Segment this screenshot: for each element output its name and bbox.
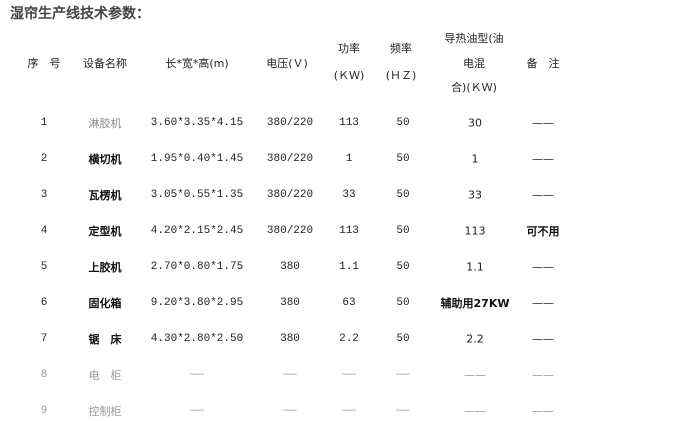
cell-name: 控制柜 xyxy=(88,405,122,418)
cell-remarks: —— xyxy=(532,116,554,130)
cell-remarks: —— xyxy=(532,368,554,382)
cell-voltage: —— xyxy=(283,369,297,381)
cell-freq: 50 xyxy=(396,117,410,129)
cell-remarks: —— xyxy=(532,260,554,274)
cell-freq: 50 xyxy=(396,333,410,345)
cell-remarks: —— xyxy=(532,332,554,346)
cell-power: —— xyxy=(342,369,356,381)
cell-name: 定型机 xyxy=(88,225,122,238)
header-freq-unit: (ＨＺ) xyxy=(385,69,417,82)
cell-voltage: 380/220 xyxy=(266,189,314,201)
header-power-unit: (ＫＷ) xyxy=(333,69,365,82)
cell-dims: 3.60*3.35*4.15 xyxy=(150,117,244,129)
cell-remarks: 可不用 xyxy=(526,225,560,238)
cell-seq: 6 xyxy=(40,297,48,309)
header-seq: 序 号 xyxy=(27,57,61,70)
cell-remarks: —— xyxy=(532,296,554,310)
header-name: 设备名称 xyxy=(83,57,127,70)
cell-dims: 3.05*0.55*1.35 xyxy=(150,189,244,201)
cell-dims: 1.95*0.40*1.45 xyxy=(150,153,244,165)
cell-dims: 2.70*0.80*1.75 xyxy=(150,261,244,273)
cell-remarks: —— xyxy=(532,404,554,418)
cell-power: 113 xyxy=(339,225,359,237)
header-oil-2: 电混 xyxy=(463,57,485,70)
cell-oil: 2.2 xyxy=(466,332,484,346)
cell-oil: 1.1 xyxy=(466,260,484,274)
cell-seq: 1 xyxy=(40,117,48,129)
cell-dims: —— xyxy=(190,369,204,381)
cell-power: 1.1 xyxy=(339,261,359,273)
cell-oil: 113 xyxy=(464,224,486,238)
cell-dims: 9.20*3.80*2.95 xyxy=(150,297,244,309)
header-remarks: 备 注 xyxy=(526,57,560,70)
cell-freq: 50 xyxy=(396,153,410,165)
cell-freq: 50 xyxy=(396,189,410,201)
header-oil: 导热油型(油 xyxy=(444,32,504,45)
cell-freq: 50 xyxy=(396,225,410,237)
cell-name: 电 柜 xyxy=(88,369,122,382)
cell-voltage: 380 xyxy=(280,297,300,309)
cell-voltage: 380/220 xyxy=(266,117,314,129)
cell-name: 固化箱 xyxy=(88,297,122,310)
cell-seq: 3 xyxy=(40,189,48,201)
cell-power: 33 xyxy=(342,189,356,201)
document-title: 湿帘生产线技术参数： xyxy=(10,6,150,22)
cell-oil: 1 xyxy=(471,152,479,166)
header-freq: 频率 xyxy=(390,42,412,55)
cell-seq: 8 xyxy=(40,369,48,381)
cell-seq: 5 xyxy=(40,261,48,273)
cell-voltage: 380/220 xyxy=(266,153,314,165)
cell-power: 113 xyxy=(339,117,359,129)
cell-power: 2.2 xyxy=(339,333,359,345)
cell-oil: 33 xyxy=(468,188,482,202)
cell-seq: 2 xyxy=(40,153,48,165)
cell-oil: 30 xyxy=(468,116,482,130)
cell-voltage: 380 xyxy=(280,333,300,345)
cell-oil: 辅助用27KW xyxy=(440,297,510,310)
cell-power: 63 xyxy=(342,297,356,309)
cell-voltage: 380/220 xyxy=(266,225,314,237)
cell-power: 1 xyxy=(345,153,353,165)
cell-name: 瓦楞机 xyxy=(88,189,122,202)
cell-name: 锯 床 xyxy=(88,333,122,346)
cell-dims: 4.20*2.15*2.45 xyxy=(150,225,244,237)
header-oil-3: 合)(ＫＷ) xyxy=(451,81,497,94)
cell-freq: —— xyxy=(396,369,410,381)
cell-name: 上胶机 xyxy=(88,261,122,274)
cell-seq: 7 xyxy=(40,333,48,345)
cell-name: 淋胶机 xyxy=(88,117,122,130)
cell-oil: —— xyxy=(464,404,486,418)
header-power: 功率 xyxy=(338,42,360,55)
cell-name: 横切机 xyxy=(88,153,122,166)
cell-power: —— xyxy=(342,405,356,417)
cell-oil: —— xyxy=(464,368,486,382)
cell-dims: —— xyxy=(190,405,204,417)
header-voltage: 电压(Ｖ) xyxy=(266,57,308,70)
cell-seq: 4 xyxy=(40,225,48,237)
cell-freq: 50 xyxy=(396,261,410,273)
header-dims: 长*宽*高(m) xyxy=(165,57,229,70)
cell-freq: —— xyxy=(396,405,410,417)
cell-remarks: —— xyxy=(532,152,554,166)
cell-voltage: 380 xyxy=(280,261,300,273)
cell-dims: 4.30*2.80*2.50 xyxy=(150,333,244,345)
cell-freq: 50 xyxy=(396,297,410,309)
cell-seq: 9 xyxy=(40,405,48,417)
cell-remarks: —— xyxy=(532,188,554,202)
cell-voltage: —— xyxy=(283,405,297,417)
